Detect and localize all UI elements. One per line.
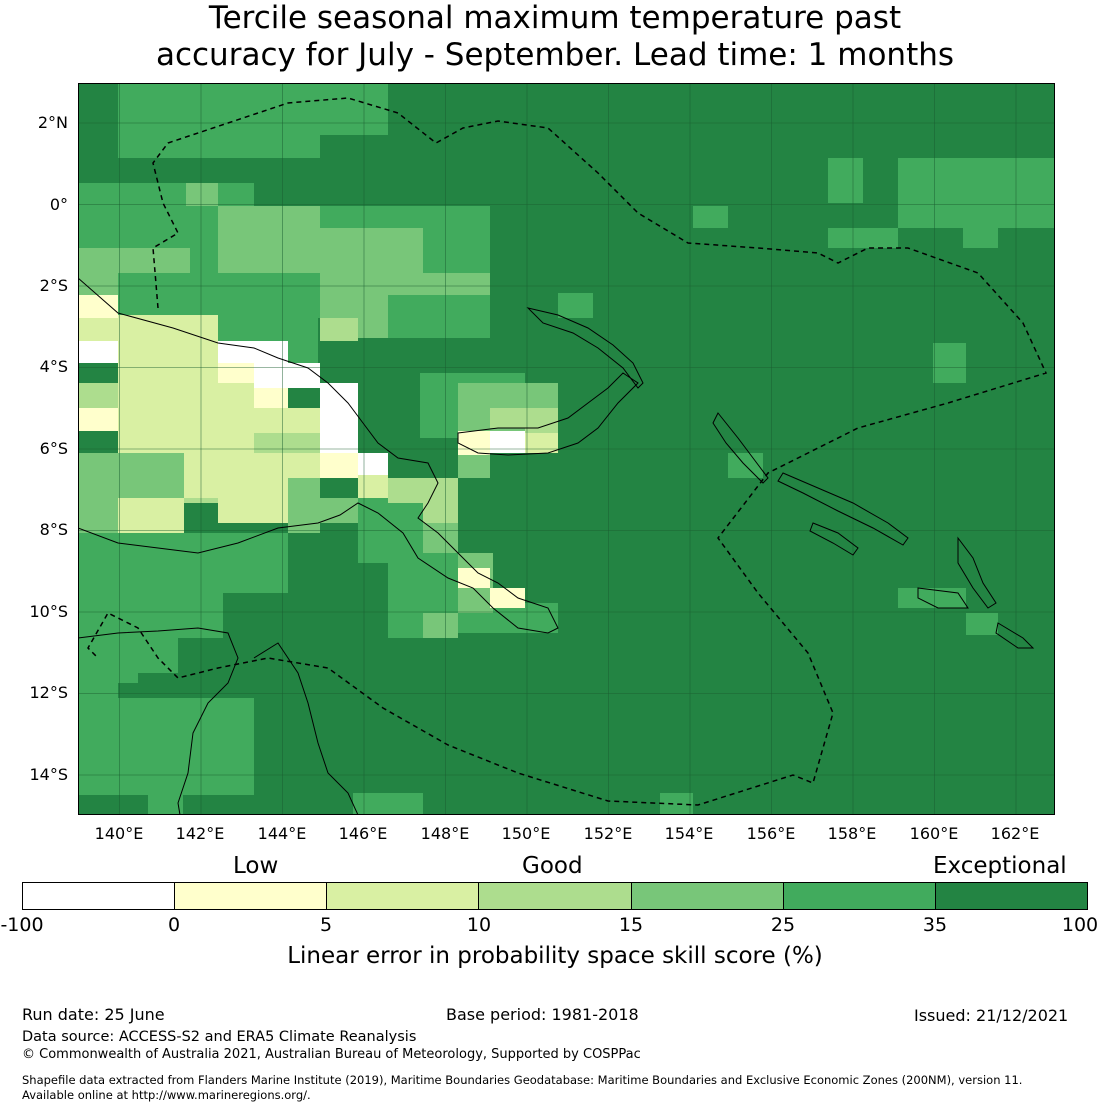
colorbar-segment (23, 883, 176, 909)
coastline-new-guinea (78, 277, 559, 634)
colorbar-segment (935, 883, 1087, 909)
lon-label: 150°E (501, 824, 551, 843)
colorbar-tick: 5 (319, 914, 333, 936)
title-line-2: accuracy for July - September. Lead time… (155, 37, 955, 73)
lon-label: 148°E (420, 824, 470, 843)
cell-region-light-yellow-green (78, 315, 558, 533)
map-canvas (78, 83, 1055, 815)
eez-papua-new-guinea (87, 97, 1048, 806)
colorbar-tick: 25 (770, 914, 796, 936)
legend-category-good: Good (522, 853, 583, 879)
lat-label: 12°S (29, 683, 68, 702)
colorbar-tick: 35 (922, 914, 948, 936)
lon-label: 142°E (175, 824, 225, 843)
run-date: Run date: 25 June (22, 1005, 165, 1024)
lon-label: 144°E (257, 824, 307, 843)
coastline-cape-york (253, 642, 359, 815)
lon-label: 160°E (909, 824, 959, 843)
colorbar (22, 882, 1088, 910)
eez-boundaries (87, 97, 1048, 806)
colorbar-tick: 10 (466, 914, 492, 936)
legend-category-exceptional: Exceptional (933, 853, 1067, 879)
colorbar-segment (783, 883, 936, 909)
lon-label: 162°E (990, 824, 1040, 843)
lat-label: 14°S (29, 765, 68, 784)
legend-category-low: Low (233, 853, 279, 879)
data-source: Data source: ACCESS-S2 and ERA5 Climate … (22, 1029, 417, 1045)
colorbar-tick: 100 (1061, 914, 1099, 936)
coastline-solomons-1 (777, 472, 909, 546)
cell-region-pale-yellow (78, 295, 525, 608)
cell-region-medium-green (78, 183, 558, 638)
lon-label: 146°E (338, 824, 388, 843)
graticule (78, 83, 1055, 815)
lat-label: 6°S (39, 439, 68, 458)
colorbar-segment (631, 883, 784, 909)
coastline-solomons-2 (809, 522, 859, 556)
copyright: © Commonwealth of Australia 2021, Austra… (22, 1047, 641, 1062)
lon-label: 152°E (583, 824, 633, 843)
lon-label: 158°E (827, 824, 877, 843)
colorbar-segment (327, 883, 480, 909)
lon-label: 140°E (94, 824, 144, 843)
colorbar-label: Linear error in probability space skill … (287, 943, 823, 969)
coastline-bougainville (712, 412, 769, 484)
lat-label: 10°S (29, 602, 68, 621)
lat-label: 2°S (39, 276, 68, 295)
coastline-new-ireland (526, 307, 644, 389)
coastline-new-britain (457, 372, 639, 456)
lat-label: 8°S (39, 520, 68, 539)
coastline-australia (78, 627, 239, 815)
coastline-solomons-3 (957, 536, 997, 609)
lon-label: 154°E (664, 824, 714, 843)
shapefile-credit-line-2: Available online at http://www.marinereg… (22, 1088, 311, 1102)
lat-label: 2°N (37, 113, 68, 132)
colorbar-segment (479, 883, 632, 909)
colorbar-tick: 0 (167, 914, 181, 936)
lat-label: 0° (49, 195, 68, 214)
lon-label: 156°E (746, 824, 796, 843)
base-period: Base period: 1981-2018 (446, 1005, 639, 1024)
title-line-1: Tercile seasonal maximum temperature pas… (208, 0, 902, 36)
skill-score-map (78, 83, 1055, 815)
coastline-solomons-4 (917, 587, 969, 609)
shapefile-credit-line-1: Shapefile data extracted from Flanders M… (22, 1073, 1023, 1087)
colorbar-tick: -100 (0, 914, 44, 936)
lat-label: 4°S (39, 357, 68, 376)
coastline-solomons-5 (995, 622, 1035, 649)
colorbar-segment (175, 883, 328, 909)
issued-date: Issued: 21/12/2021 (914, 1006, 1069, 1025)
coastlines (78, 277, 1035, 815)
colorbar-tick: 15 (618, 914, 644, 936)
chart-title: Tercile seasonal maximum temperature pas… (0, 0, 1110, 74)
